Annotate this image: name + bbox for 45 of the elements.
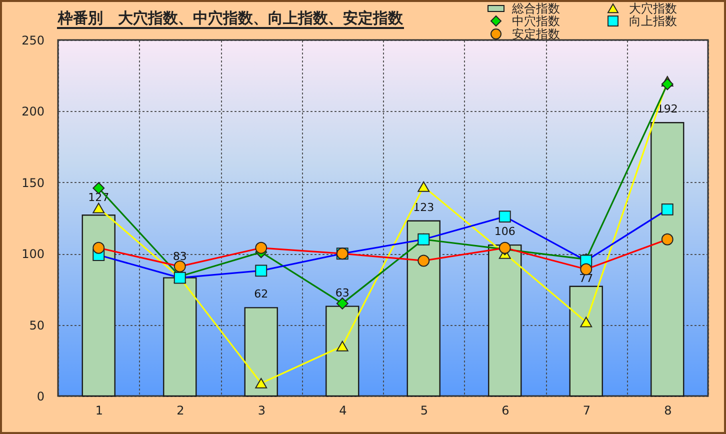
bar [244,307,278,397]
data-label: 83 [172,250,187,263]
data-label: 106 [494,225,516,238]
legend-label: 大穴指数 [629,1,677,16]
x-tick-label: 8 [664,404,672,418]
point [255,264,268,277]
point [661,78,674,90]
bar [406,220,440,397]
legend-label: 総合指数 [511,2,560,16]
x-tick-label: 5 [420,404,428,418]
x-tick-label: 7 [582,404,590,418]
x-tick-label: 6 [502,404,510,418]
bar [650,122,684,397]
point [661,233,674,246]
y-tick-label: 150 [22,176,44,190]
point [255,242,268,254]
point [498,210,511,223]
data-label: 62 [254,288,268,301]
point [661,203,674,216]
point [580,316,592,328]
legend-label: 向上指数 [629,14,677,28]
y-tick-label: 0 [36,390,44,404]
point [336,340,348,352]
point [92,202,105,214]
bar [569,286,603,397]
y-tick-label: 200 [22,104,44,119]
y-tick-label: 250 [22,34,44,48]
legend-label: 中穴指数 [512,14,560,28]
data-label: 63 [335,286,350,300]
point [174,260,186,272]
point [418,254,430,267]
x-tick-label: 3 [258,404,266,418]
x-tick-label: 4 [339,404,347,418]
point [418,181,430,192]
legend-label: 安定指数 [512,27,560,41]
point [255,378,268,388]
point [92,242,105,254]
point [336,297,348,310]
x-tick-label: 1 [95,404,103,418]
data-label: 123 [413,200,434,214]
y-tick-label: 50 [29,318,44,332]
x-tick-label: 2 [176,404,184,418]
bar [488,244,522,397]
y-tick-label: 100 [22,247,44,262]
chart-title: 枠番別 大穴指数、中穴指数、向上指数、安定指数 [57,9,404,27]
